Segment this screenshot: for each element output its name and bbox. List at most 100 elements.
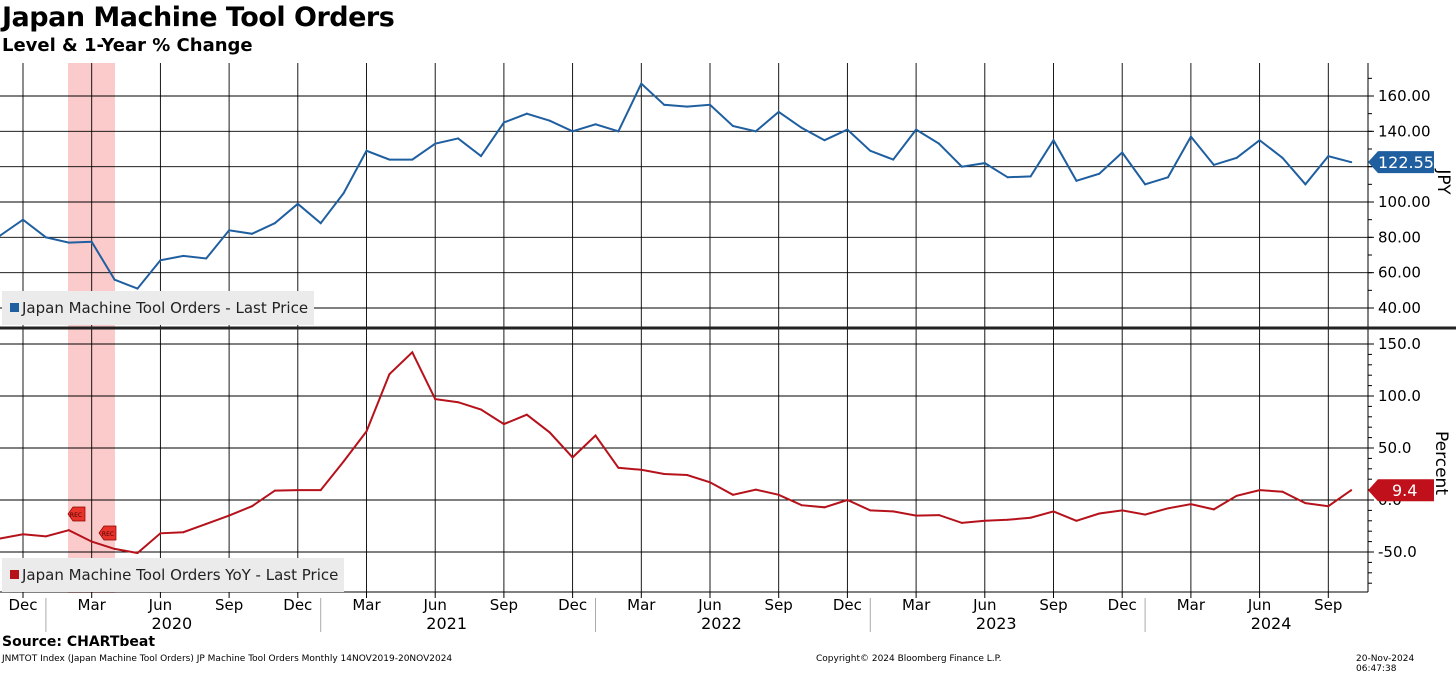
level-data-point <box>1029 175 1032 178</box>
yoy-series-points <box>0 351 1353 555</box>
yoy-series-line <box>0 350 1352 555</box>
y-tick-label: 150.0 <box>1378 335 1421 353</box>
level-data-point <box>1144 183 1147 186</box>
yoy-data-point <box>686 474 689 477</box>
x-axis: Dec Mar Jun Sep Dec Mar Jun Sep Dec Mar Jun Sep Dec M… <box>8 592 1342 633</box>
level-data-point <box>1121 151 1124 154</box>
yoy-data-point <box>915 514 918 517</box>
level-data-point <box>182 254 185 257</box>
yoy-data-point <box>525 413 528 416</box>
level-data-point <box>273 222 276 225</box>
yoy-data-point <box>594 434 597 437</box>
yoy-data-point <box>136 552 139 555</box>
level-data-point <box>205 257 208 260</box>
x-tick-label: Jun <box>1247 596 1271 614</box>
x-tick-label: Dec <box>558 596 587 614</box>
yoy-data-point <box>0 537 2 540</box>
yoy-data-point <box>777 493 780 496</box>
yoy-data-point <box>205 522 208 525</box>
level-data-point <box>365 149 368 152</box>
yoy-data-point <box>640 468 643 471</box>
yoy-data-point <box>296 489 299 492</box>
recession-marker-text: REC <box>70 512 82 519</box>
level-axis-title: JPY <box>1433 168 1453 195</box>
level-data-point <box>983 162 986 165</box>
x-year-label: 2020 <box>151 614 192 633</box>
yoy-data-point <box>617 466 620 469</box>
y-tick-label: 50.0 <box>1378 439 1411 457</box>
level-data-point <box>44 236 47 239</box>
y-tick-label: 140.00 <box>1378 122 1431 140</box>
yoy-data-point <box>113 547 116 550</box>
yoy-last-value: 9.4 <box>1392 481 1417 500</box>
yoy-data-point <box>273 489 276 492</box>
copyright: Copyright© 2024 Bloomberg Finance L.P. <box>816 654 1002 664</box>
recession-marker-2: REC <box>98 525 117 541</box>
level-data-point <box>1052 139 1055 142</box>
yoy-data-point <box>823 506 826 509</box>
x-tick-label: Dec <box>283 596 312 614</box>
x-tick-label: Sep <box>765 596 793 614</box>
level-data-point <box>709 103 711 106</box>
yoy-data-point <box>1052 510 1055 513</box>
x-year-label: 2023 <box>976 614 1017 633</box>
index-info: JNMTOT Index (Japan Machine Tool Orders)… <box>2 654 453 664</box>
yoy-data-point <box>1212 508 1215 511</box>
yoy-data-point <box>663 473 666 475</box>
x-tick-label: Dec <box>833 596 862 614</box>
yoy-data-point <box>67 529 70 532</box>
level-data-point <box>1281 156 1284 159</box>
yoy-data-point <box>457 401 460 404</box>
yoy-data-point <box>480 408 482 411</box>
y-tick-label: 160.00 <box>1378 87 1431 105</box>
level-data-point <box>617 130 620 133</box>
yoy-data-point <box>1189 503 1192 506</box>
yoy-data-point <box>388 373 391 376</box>
level-data-point <box>1189 135 1192 138</box>
yoy-data-point <box>319 489 322 492</box>
yoy-data-point <box>754 488 757 491</box>
level-legend-label: Japan Machine Tool Orders - Last Price <box>21 299 308 317</box>
x-tick-label: Jun <box>422 596 446 614</box>
yoy-data-point <box>938 514 940 517</box>
level-legend: Japan Machine Tool Orders - Last Price <box>2 291 314 325</box>
x-tick-label: Mar <box>627 596 656 614</box>
yoy-data-point <box>90 540 93 543</box>
yoy-data-point <box>228 514 231 517</box>
level-data-point <box>1327 155 1330 158</box>
x-tick-label: Mar <box>352 596 381 614</box>
level-data-point <box>228 229 231 232</box>
yoy-data-point <box>251 505 253 508</box>
recession-marker-text: REC <box>102 531 114 538</box>
yoy-data-point <box>960 521 963 524</box>
x-tick-label: Jun <box>697 596 721 614</box>
chart-subtitle: Level & 1-Year % Change <box>2 35 253 56</box>
level-data-point <box>846 128 849 131</box>
level-last-value-tag: 122.55 <box>1368 151 1434 174</box>
level-data-point <box>548 119 551 122</box>
yoy-data-point <box>159 532 162 535</box>
x-tick-label: Mar <box>78 596 107 614</box>
level-data-point <box>1006 176 1009 179</box>
level-data-point <box>1258 139 1261 142</box>
yoy-data-point <box>571 456 574 459</box>
x-year-label: 2022 <box>701 614 742 633</box>
level-legend-swatch <box>10 303 19 312</box>
level-data-point <box>67 241 70 244</box>
yoy-data-point <box>411 351 414 354</box>
yoy-data-point <box>182 531 185 534</box>
x-tick-label: Jun <box>148 596 172 614</box>
yoy-data-point <box>1098 512 1101 515</box>
yoy-legend: Japan Machine Tool Orders YoY - Last Pri… <box>2 558 344 592</box>
y-tick-label: 100.00 <box>1378 193 1431 211</box>
yoy-data-point <box>342 460 345 463</box>
yoy-data-point <box>709 481 711 484</box>
yoy-data-point <box>365 430 368 433</box>
level-data-point <box>663 103 666 106</box>
timestamp: 20-Nov-2024 06:47:38 <box>1356 654 1415 674</box>
chart-title: Japan Machine Tool Orders <box>2 2 395 33</box>
x-tick-label: Sep <box>1314 596 1342 614</box>
y-tick-label: 40.00 <box>1378 299 1421 317</box>
level-data-point <box>411 158 414 161</box>
